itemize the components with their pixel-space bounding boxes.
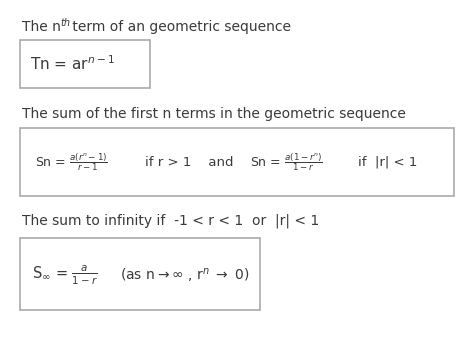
Text: S$_{\infty}$ = $\frac{a}{1-r}$: S$_{\infty}$ = $\frac{a}{1-r}$ bbox=[32, 263, 98, 287]
Text: The n: The n bbox=[22, 20, 61, 34]
Text: th: th bbox=[60, 18, 70, 28]
Bar bbox=[20, 128, 454, 196]
Text: term of an geometric sequence: term of an geometric sequence bbox=[68, 20, 291, 34]
Text: if r > 1    and: if r > 1 and bbox=[145, 156, 234, 168]
Text: (as n$\rightarrow\infty$ , r$^{n}$ $\rightarrow$ 0): (as n$\rightarrow\infty$ , r$^{n}$ $\rig… bbox=[120, 266, 249, 284]
Text: Tn = ar$^{n-1}$: Tn = ar$^{n-1}$ bbox=[30, 55, 115, 73]
Text: The sum of the first n terms in the geometric sequence: The sum of the first n terms in the geom… bbox=[22, 107, 406, 121]
Bar bbox=[20, 238, 260, 310]
Text: The sum to infinity if  -1 < r < 1  or  |r| < 1: The sum to infinity if -1 < r < 1 or |r|… bbox=[22, 213, 319, 228]
Text: Sn = $\frac{a(r^{n}-1)}{r-1}$: Sn = $\frac{a(r^{n}-1)}{r-1}$ bbox=[35, 151, 108, 173]
Text: Sn = $\frac{a(1-r^{n})}{1-r}$: Sn = $\frac{a(1-r^{n})}{1-r}$ bbox=[250, 151, 323, 173]
Bar bbox=[20, 40, 150, 88]
Text: if  |r| < 1: if |r| < 1 bbox=[358, 156, 418, 168]
